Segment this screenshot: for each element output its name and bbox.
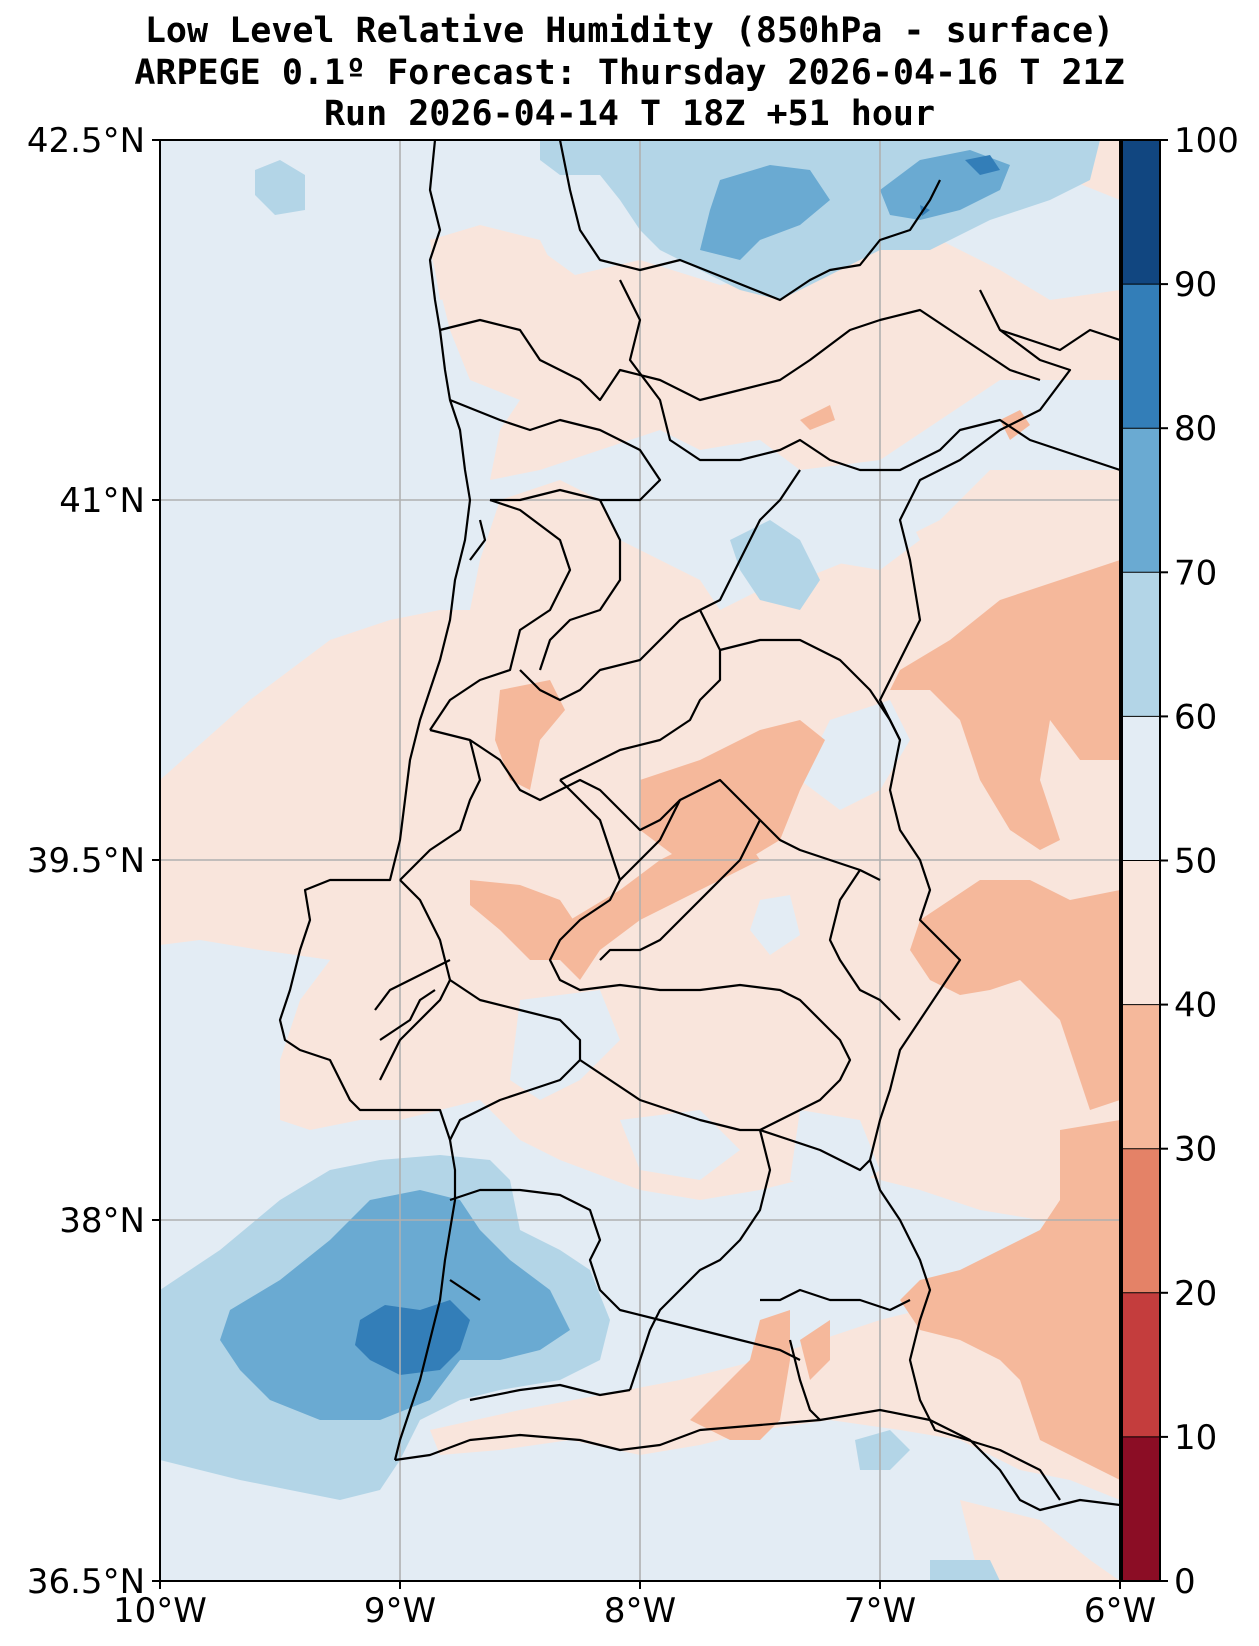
colorbar-label: 90 bbox=[1174, 265, 1217, 305]
coastline-and-borders bbox=[278, 140, 1120, 1512]
colorbar-segment bbox=[1122, 1004, 1160, 1149]
map-title-line-1: Low Level Relative Humidity (850hPa - su… bbox=[144, 11, 1115, 51]
colorbar-segment bbox=[1122, 860, 1160, 1005]
lon-label: 6°W bbox=[1084, 1591, 1156, 1631]
lon-label: 9°W bbox=[364, 1591, 436, 1631]
lon-label: 8°W bbox=[604, 1591, 676, 1631]
colorbar-label: 70 bbox=[1174, 553, 1217, 593]
colorbar-segment bbox=[1122, 572, 1160, 717]
colorbar-segment bbox=[1122, 284, 1160, 429]
colorbar-label: 80 bbox=[1174, 409, 1217, 449]
colorbar-segment bbox=[1122, 428, 1160, 573]
field-30-40-regions bbox=[470, 405, 1120, 1480]
colorbar-label: 50 bbox=[1174, 842, 1217, 882]
colorbar-label: 30 bbox=[1174, 1130, 1217, 1170]
field-80-90-regions bbox=[355, 155, 1000, 1375]
lat-label: 36.5°N bbox=[27, 1562, 145, 1602]
colorbar-label: 100 bbox=[1174, 121, 1239, 161]
colorbar-segment bbox=[1122, 1436, 1160, 1581]
lat-label: 42.5°N bbox=[27, 121, 145, 161]
colorbar-label: 20 bbox=[1174, 1274, 1217, 1314]
colorbar-label: 40 bbox=[1174, 986, 1217, 1026]
humidity-field bbox=[160, 140, 1120, 1581]
colorbar-label: 10 bbox=[1174, 1418, 1217, 1458]
colorbar-segment bbox=[1122, 716, 1160, 861]
lat-label: 38°N bbox=[59, 1201, 145, 1241]
colorbar-segment bbox=[1122, 1148, 1160, 1293]
colorbar-segment bbox=[1122, 1292, 1160, 1437]
lon-label: 10°W bbox=[113, 1591, 207, 1631]
lon-label: 7°W bbox=[844, 1591, 916, 1631]
colorbar-label: 0 bbox=[1174, 1562, 1196, 1602]
map-title-line-2: ARPEGE 0.1º Forecast: Thursday 2026-04-1… bbox=[134, 53, 1125, 93]
lat-label: 39.5°N bbox=[27, 841, 145, 881]
latitude-axis: 42.5°N 41°N 39.5°N 38°N 36.5°N bbox=[27, 121, 160, 1602]
map-title-line-3: Run 2026-04-14 T 18Z +51 hour bbox=[323, 94, 936, 134]
field-50-60-inland-patches bbox=[160, 470, 920, 1200]
lat-label: 41°N bbox=[59, 481, 145, 521]
colorbar: 0 10 20 30 40 50 60 70 80 90 100 bbox=[1121, 121, 1239, 1602]
longitude-axis: 10°W 9°W 8°W 7°W 6°W bbox=[113, 1581, 1156, 1631]
colorbar-segment bbox=[1122, 140, 1160, 285]
colorbar-label: 60 bbox=[1174, 697, 1217, 737]
